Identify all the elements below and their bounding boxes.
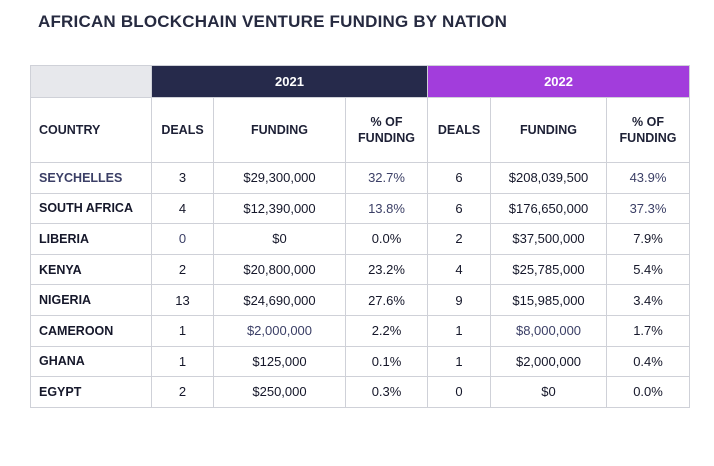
country-column-header: COUNTRY <box>30 97 152 163</box>
table-row: SEYCHELLES 3 $29,300,000 32.7% 6 $208,039,500… <box>30 162 691 194</box>
funding-2021-cell: $24,690,000 <box>213 284 346 316</box>
pct-2022-cell: 43.9% <box>606 162 691 194</box>
deals-2021-cell: 1 <box>151 345 214 378</box>
deals-2022-cell: 4 <box>427 253 492 286</box>
pct-2022-cell: 1.7% <box>606 314 691 347</box>
year-2021-header: 2021 <box>150 65 429 98</box>
blank-corner-cell <box>30 65 152 98</box>
table-row: NIGERIA 13 $24,690,000 27.6% 9 $15,985,000 3.4… <box>30 284 691 316</box>
deals-2021-header: DEALS <box>151 97 214 163</box>
country-cell: KENYA <box>30 253 152 286</box>
pct-2021-header: % OF FUNDING <box>344 97 429 163</box>
deals-2021-cell: 0 <box>151 223 214 255</box>
funding-2022-cell: $25,785,000 <box>490 253 608 286</box>
pct-2022-cell: 5.4% <box>606 253 691 286</box>
pct-2021-cell: 0.0% <box>344 223 429 255</box>
funding-2022-cell: $208,039,500 <box>490 162 608 194</box>
deals-2021-cell: 3 <box>151 162 214 194</box>
column-header-row: COUNTRY DEALS FUNDING % OF FUNDING DEALS… <box>30 97 691 163</box>
country-cell: CAMEROON <box>30 314 152 347</box>
deals-2021-cell: 4 <box>151 192 214 225</box>
funding-2021-cell: $20,800,000 <box>213 253 346 286</box>
pct-2021-cell: 23.2% <box>344 253 429 286</box>
deals-2022-header: DEALS <box>427 97 492 163</box>
country-cell: EGYPT <box>30 376 152 408</box>
country-cell: NIGERIA <box>30 284 152 316</box>
table-row: SOUTH AFRICA 4 $12,390,000 13.8% 6 $176,650,0… <box>30 192 691 225</box>
funding-2022-cell: $37,500,000 <box>490 223 608 255</box>
funding-2022-header: FUNDING <box>490 97 608 163</box>
funding-table: 2021 2022 COUNTRY DEALS FUNDING % OF FUN… <box>30 65 691 408</box>
deals-2022-cell: 9 <box>427 284 492 316</box>
table-row: EGYPT 2 $250,000 0.3% 0 $0 0.0% <box>30 376 691 408</box>
country-cell: LIBERIA <box>30 223 152 255</box>
pct-2021-cell: 0.3% <box>344 376 429 408</box>
funding-2021-cell: $250,000 <box>213 376 346 408</box>
deals-2021-cell: 1 <box>151 314 214 347</box>
table-row: CAMEROON 1 $2,000,000 2.2% 1 $8,000,000 1.7% <box>30 314 691 347</box>
deals-2022-cell: 6 <box>427 162 492 194</box>
deals-2022-cell: 1 <box>427 345 492 378</box>
deals-2022-cell: 1 <box>427 314 492 347</box>
funding-2022-cell: $2,000,000 <box>490 345 608 378</box>
funding-2021-cell: $125,000 <box>213 345 346 378</box>
funding-2021-cell: $2,000,000 <box>213 314 346 347</box>
deals-2022-cell: 6 <box>427 192 492 225</box>
pct-2022-cell: 37.3% <box>606 192 691 225</box>
funding-2021-cell: $29,300,000 <box>213 162 346 194</box>
country-cell: GHANA <box>30 345 152 378</box>
page-title: AFRICAN BLOCKCHAIN VENTURE FUNDING BY NA… <box>38 12 508 31</box>
table-row: LIBERIA 0 $0 0.0% 2 $37,500,000 7.9% <box>30 223 691 255</box>
funding-2022-cell: $8,000,000 <box>490 314 608 347</box>
table-row: KENYA 2 $20,800,000 23.2% 4 $25,785,000 5.4% <box>30 253 691 286</box>
deals-2022-cell: 2 <box>427 223 492 255</box>
pct-2022-cell: 7.9% <box>606 223 691 255</box>
year-header-row: 2021 2022 <box>30 65 691 98</box>
pct-2022-cell: 3.4% <box>606 284 691 316</box>
pct-2021-cell: 13.8% <box>344 192 429 225</box>
funding-2022-cell: $176,650,000 <box>490 192 608 225</box>
deals-2021-cell: 2 <box>151 253 214 286</box>
country-cell: SEYCHELLES <box>30 162 152 194</box>
deals-2021-cell: 13 <box>151 284 214 316</box>
funding-2022-cell: $15,985,000 <box>490 284 608 316</box>
deals-2021-cell: 2 <box>151 376 214 408</box>
pct-2021-cell: 0.1% <box>344 345 429 378</box>
table-row: GHANA 1 $125,000 0.1% 1 $2,000,000 0.4% <box>30 345 691 378</box>
funding-2021-cell: $0 <box>213 223 346 255</box>
deals-2022-cell: 0 <box>427 376 492 408</box>
funding-2021-cell: $12,390,000 <box>213 192 346 225</box>
pct-2022-cell: 0.0% <box>606 376 691 408</box>
pct-2022-header: % OF FUNDING <box>606 97 691 163</box>
funding-2022-cell: $0 <box>490 376 608 408</box>
year-2022-header: 2022 <box>427 65 691 98</box>
pct-2021-cell: 32.7% <box>344 162 429 194</box>
funding-2021-header: FUNDING <box>213 97 346 163</box>
pct-2021-cell: 2.2% <box>344 314 429 347</box>
pct-2022-cell: 0.4% <box>606 345 691 378</box>
country-cell: SOUTH AFRICA <box>30 192 152 225</box>
pct-2021-cell: 27.6% <box>344 284 429 316</box>
